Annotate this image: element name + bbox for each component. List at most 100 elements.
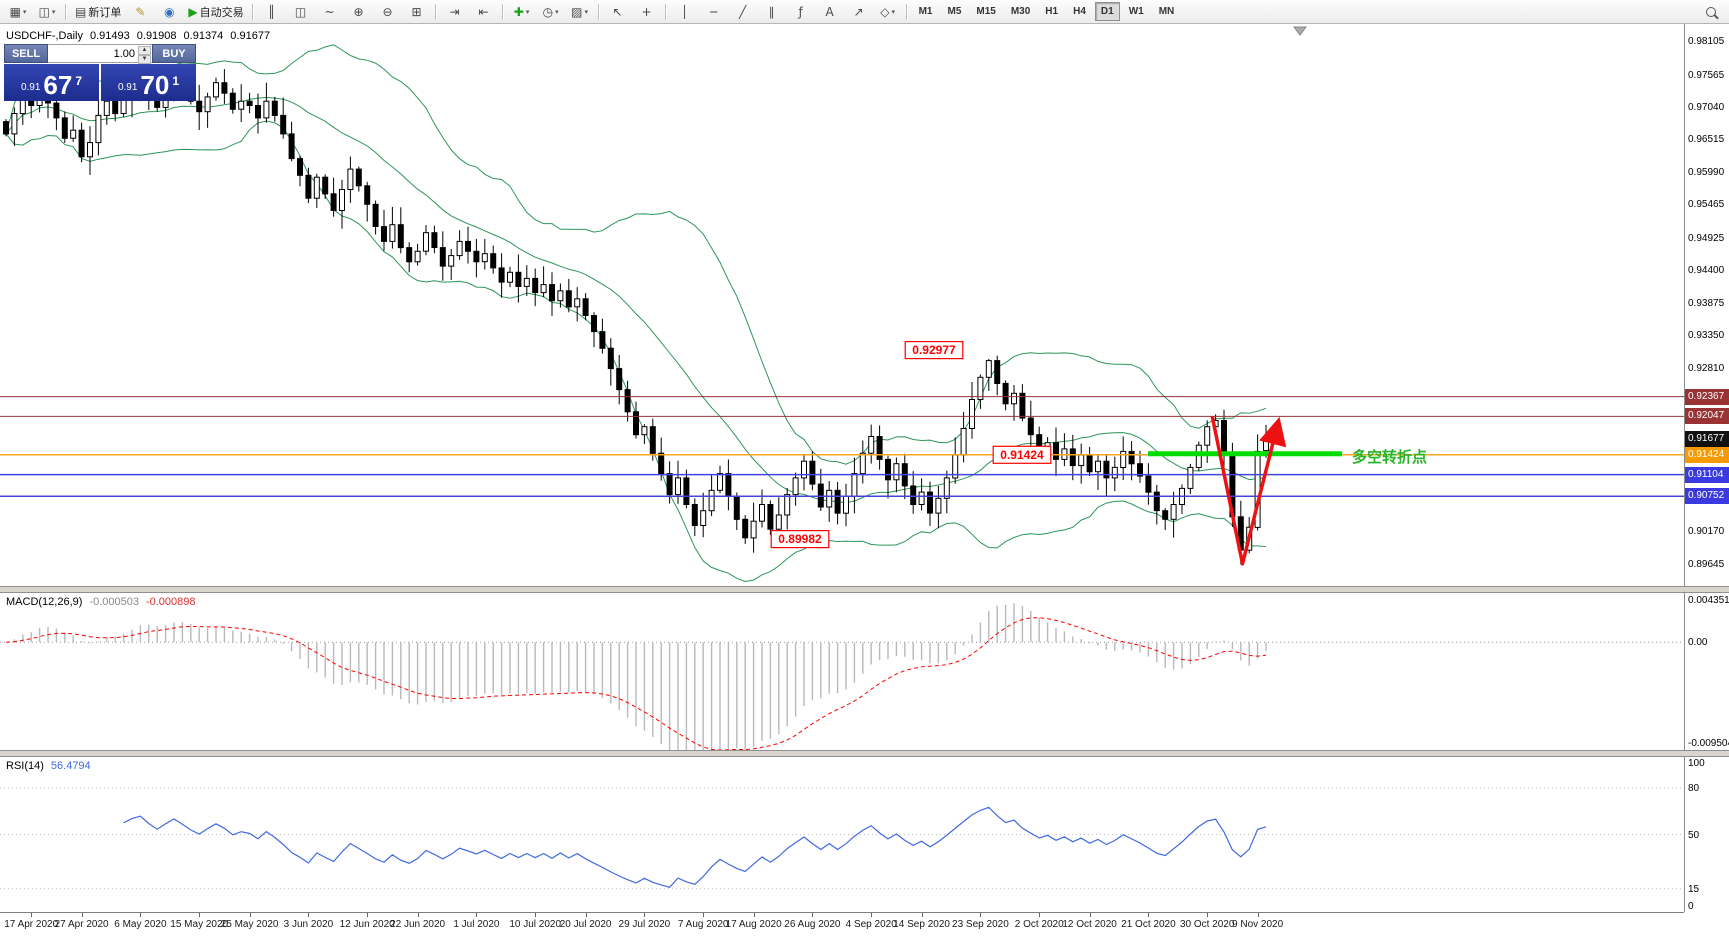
channel-tool-button[interactable]: ∥: [758, 1, 786, 23]
price-axis[interactable]: 0.98105 0.97565 0.97040 0.96515 0.95990 0.954…: [1684, 24, 1729, 586]
timeframe-mn-button[interactable]: MN: [1158, 6, 1175, 17]
trendline-tool-button[interactable]: ╱: [729, 1, 757, 23]
sell-price-button[interactable]: 0.91 67 7: [4, 64, 99, 101]
cursor-icon: ↖: [612, 4, 623, 19]
dropdown-arrow-icon: ▾: [555, 8, 559, 16]
timeframe-h1-button[interactable]: H1: [1045, 6, 1059, 17]
sell-price-pip: 7: [75, 74, 83, 88]
turning-point-label[interactable]: 多空转折点: [1352, 448, 1427, 466]
buy-button[interactable]: BUY: [152, 44, 196, 63]
chart-shift-icon: ⇤: [478, 4, 489, 19]
volume-spinner[interactable]: ▲ ▼: [138, 46, 151, 64]
panel-divider[interactable]: [0, 750, 1729, 757]
date-tick: [31, 913, 33, 917]
date-label: 12 Oct 2020: [1062, 919, 1117, 930]
timeframe-d1-button[interactable]: D1: [1094, 2, 1120, 21]
timeframe-m30-button[interactable]: M30: [1010, 6, 1031, 17]
buy-price-button[interactable]: 0.91 70 1: [101, 64, 196, 101]
horizontal-line-tool-button[interactable]: ─: [700, 1, 728, 23]
date-label: 3 Jun 2020: [283, 919, 334, 930]
close-value: 0.91677: [230, 30, 271, 42]
chart-shift-button[interactable]: ⇤: [470, 1, 498, 23]
date-tick: [81, 913, 83, 917]
line-chart-mode-button[interactable]: ~: [316, 1, 344, 23]
volume-field[interactable]: 1.00 ▲ ▼: [48, 44, 152, 64]
new-order-label: 新订单: [88, 6, 122, 19]
bollinger-bands: [5, 44, 1267, 583]
autotrading-icon: ▶: [188, 4, 198, 19]
cursor-button[interactable]: ↖: [604, 1, 632, 23]
crosshair-button[interactable]: +: [633, 1, 661, 23]
volume-value[interactable]: 1.00: [113, 47, 135, 60]
axis-label: 0.00: [1688, 637, 1708, 649]
zoom-out-button[interactable]: ⊖: [374, 1, 402, 23]
new-chart-button[interactable]: ▦ ▾: [4, 1, 32, 23]
date-tick: [308, 913, 310, 917]
date-label: 17 Apr 2020: [4, 919, 59, 930]
crosshair-icon: +: [641, 4, 652, 19]
periods-button[interactable]: ◷ ▾: [537, 1, 565, 23]
templates-button[interactable]: ▨ ▾: [566, 1, 594, 23]
main-toolbar: ▦ ▾ ◫ ▾ ▤ 新订单 ✎ ◉ ▶ 自动交易 ║ ◫ ~ ⊕ ⊖ ⊞ ⇥ ⇤ ✚ ▾ ◷ ▾ ▨ ▾ ↖ + │ ─ ╱ ∥ ƒ A ↗ ◇ ▾…: [0, 0, 1729, 24]
timeframe-m5-button[interactable]: M5: [947, 6, 962, 17]
timeframe-m1-button[interactable]: M1: [918, 6, 933, 17]
main-price-chart[interactable]: 0.92977 0.91424 0.89982 多空转折点: [0, 24, 1684, 586]
timeframe-m15-button[interactable]: M15: [976, 6, 996, 17]
axis-label: 0.94400: [1688, 265, 1725, 276]
rsi-panel: 100 80 50 15 0 RSI(14) 56.4794: [0, 757, 1729, 912]
rsi-axis[interactable]: 100 80 50 15 0: [1684, 757, 1729, 912]
shapes-tool-button[interactable]: ◇ ▾: [874, 1, 902, 23]
price-callout-0.89982[interactable]: 0.89982: [770, 530, 830, 549]
rsi-chart[interactable]: [0, 757, 1684, 912]
new-order-button[interactable]: ▤ 新订单: [71, 1, 125, 23]
community-button[interactable]: ◉: [155, 1, 183, 23]
toolbar-separator: [251, 3, 254, 20]
macd-axis[interactable]: 0.004351 0.00 -0.009504: [1684, 593, 1729, 750]
horizontal-line-tool-icon: ─: [709, 4, 718, 19]
bar-chart-mode-button[interactable]: ║: [258, 1, 286, 23]
date-label: 6 May 2020: [114, 919, 167, 930]
date-label: 14 Sep 2020: [893, 919, 950, 930]
fibonacci-tool-button[interactable]: ƒ: [787, 1, 815, 23]
timeframe-h4-button[interactable]: H4: [1073, 6, 1086, 17]
autotrading-button[interactable]: ▶ 自动交易: [184, 1, 247, 23]
profiles-icon: ◫: [38, 4, 50, 19]
svg-text:0.92977: 0.92977: [912, 343, 956, 357]
volume-down-button[interactable]: ▼: [138, 55, 151, 64]
macd-chart[interactable]: [0, 593, 1684, 750]
panel-divider[interactable]: [0, 586, 1729, 593]
dropdown-arrow-icon: ▾: [525, 8, 530, 16]
price-callout-0.91424[interactable]: 0.91424: [992, 445, 1052, 464]
date-axis[interactable]: 17 Apr 2020 27 Apr 2020 6 May 2020 15 May 2…: [0, 912, 1684, 942]
indicators-button[interactable]: ✚ ▾: [508, 1, 536, 23]
vertical-line-tool-button[interactable]: │: [671, 1, 699, 23]
axis-label: 0.98105: [1688, 36, 1725, 48]
volume-up-button[interactable]: ▲: [138, 46, 151, 55]
toolbar-separator: [501, 3, 504, 20]
tile-windows-button[interactable]: ⊞: [403, 1, 431, 23]
axis-label: 100: [1688, 758, 1705, 769]
date-label: 27 Apr 2020: [54, 919, 109, 930]
date-label: 12 Jun 2020: [339, 919, 395, 930]
date-label: 7 Aug 2020: [677, 919, 729, 930]
arrow-tool-button[interactable]: ↗: [845, 1, 873, 23]
sell-price-main: 67: [43, 70, 73, 100]
timeframe-w1-button[interactable]: W1: [1128, 6, 1144, 17]
metaeditor-button[interactable]: ✎: [126, 1, 154, 23]
low-value: 0.91374: [183, 30, 224, 42]
profiles-button[interactable]: ◫ ▾: [33, 1, 61, 23]
date-tick: [1089, 913, 1091, 917]
zoom-in-button[interactable]: ⊕: [345, 1, 373, 23]
search-button[interactable]: [1697, 1, 1725, 23]
chart-shift-marker[interactable]: [1293, 26, 1307, 36]
main-chart-panel: 0.92977 0.91424 0.89982 多空转折点 0.98105 0.9756…: [0, 24, 1729, 586]
sell-button[interactable]: SELL: [4, 44, 48, 63]
candlestick-mode-button[interactable]: ◫: [287, 1, 315, 23]
auto-scroll-button[interactable]: ⇥: [441, 1, 469, 23]
price-callout-0.92977[interactable]: 0.92977: [904, 341, 964, 360]
zoom-out-icon: ⊖: [382, 4, 393, 19]
date-label: 10 Jul 2020: [509, 919, 562, 930]
red-arrow-annotation[interactable]: [1210, 415, 1287, 566]
text-tool-button[interactable]: A: [816, 1, 844, 23]
